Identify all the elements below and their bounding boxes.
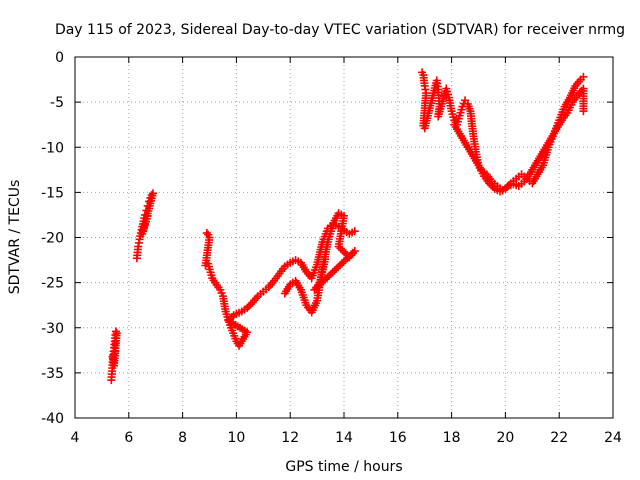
data-point (487, 181, 496, 190)
data-point (343, 254, 352, 263)
data-points (107, 68, 588, 385)
data-point (244, 302, 253, 311)
data-point (503, 182, 512, 191)
y-tick-label: -20 (41, 231, 64, 247)
data-point (350, 227, 359, 236)
x-tick-label: 8 (178, 430, 187, 446)
x-tick-label: 20 (496, 430, 514, 446)
data-point (246, 300, 255, 309)
data-point (243, 303, 252, 312)
y-tick-label: -35 (41, 366, 64, 382)
x-tick-label: 10 (227, 430, 245, 446)
data-point (341, 255, 350, 264)
data-point (334, 262, 343, 271)
y-tick-label: 0 (55, 50, 64, 66)
data-point (202, 228, 211, 237)
data-point (338, 246, 347, 255)
data-point (325, 271, 334, 280)
data-point (345, 252, 354, 261)
data-point (111, 347, 120, 356)
series-arc-b (132, 189, 158, 263)
data-point (326, 269, 335, 278)
data-point (579, 72, 588, 81)
x-tick-label: 16 (389, 430, 407, 446)
x-tick-label: 12 (281, 430, 299, 446)
data-point (330, 266, 339, 275)
y-tick-label: -25 (41, 276, 64, 292)
data-point (340, 247, 348, 256)
x-tick-label: 24 (604, 430, 622, 446)
axis-ticks: 4 6 8 10 12 14 16 18 20 22 24 0 -5 -10 -15 -20 -25 -30 -35… (41, 50, 622, 446)
x-axis-label: GPS time / hours (285, 459, 402, 475)
y-tick-label: -10 (41, 140, 64, 156)
data-point (334, 242, 343, 251)
data-point (337, 259, 346, 268)
data-point (226, 314, 235, 323)
data-point (143, 211, 152, 220)
data-point (332, 264, 341, 273)
data-point (579, 107, 588, 116)
data-point (336, 261, 345, 270)
y-tick-label: -40 (41, 411, 64, 427)
x-tick-label: 14 (335, 430, 353, 446)
data-point (339, 257, 348, 266)
x-tick-label: 6 (124, 430, 133, 446)
data-point (328, 268, 337, 277)
y-axis-label: SDTVAR / TECUs (7, 180, 23, 295)
data-point (347, 250, 356, 259)
data-point (227, 312, 236, 321)
y-tick-label: -30 (41, 321, 64, 337)
data-point (321, 255, 330, 264)
x-tick-label: 4 (71, 430, 80, 446)
data-point (336, 244, 345, 253)
x-tick-label: 18 (443, 430, 461, 446)
y-tick-label: -15 (41, 185, 64, 201)
series-arc-c2 (280, 209, 359, 317)
data-point (350, 247, 359, 256)
data-point (348, 248, 357, 257)
x-tick-label: 22 (550, 430, 568, 446)
y-tick-label: -5 (50, 95, 64, 111)
series-arc-d2 (450, 84, 588, 195)
data-point (224, 316, 233, 325)
chart-title: Day 115 of 2023, Sidereal Day-to-day VTE… (55, 22, 625, 38)
series-arc-a (107, 327, 121, 385)
